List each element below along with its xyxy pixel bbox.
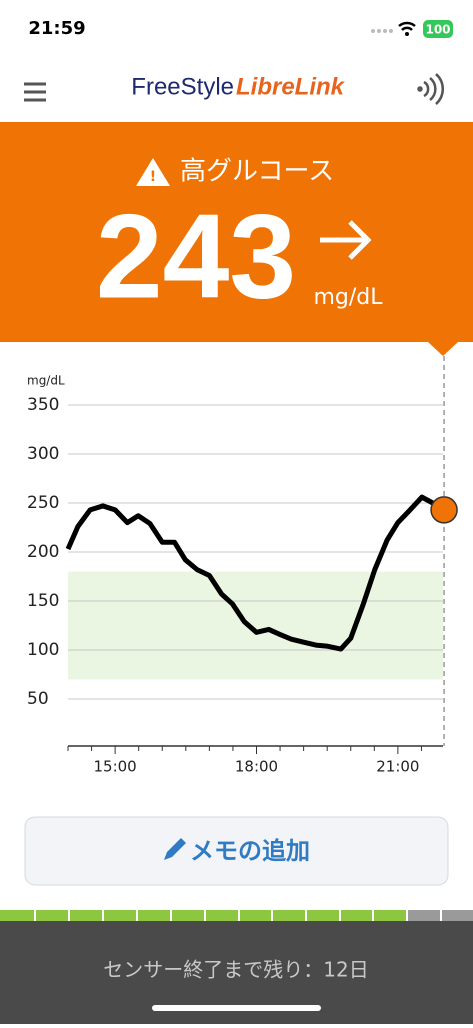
pencil-icon [164,838,186,860]
wifi-icon [398,21,416,31]
y-tick-label: 50 [27,689,49,709]
glucose-value: 243 [96,190,296,324]
y-tick-label: 200 [27,542,59,562]
signal-dots [371,29,393,33]
battery-level: 100 [425,23,450,37]
sensor-remaining: センサー終了まで残り：12日 [103,958,368,982]
warning-icon [136,158,170,186]
sensor-progress [0,910,473,921]
alert-band [0,122,473,342]
trend-arrow [320,220,372,260]
add-note-label[interactable]: メモの追加 [190,837,310,865]
alert-pointer [428,342,458,356]
logo-freestyle: FreeStyle [131,73,234,100]
add-note-button[interactable] [24,816,449,886]
y-tick-label: 150 [27,591,59,611]
alert-title: 高グルコース [180,157,334,187]
x-tick-label: 21:00 [376,758,419,776]
x-tick-label: 15:00 [94,758,137,776]
glucose-line [65,494,446,652]
y-tick-label: 350 [27,395,59,415]
y-unit-label: mg/dL [27,374,65,388]
glucose-chart: 50 100 150 200 250 300 350 15:00 18:00 21:00 [27,356,458,776]
home-indicator [152,1005,321,1011]
y-tick-label: 100 [27,640,59,660]
logo-librelink: LibreLink [236,73,346,100]
current-reading [430,496,458,524]
menu-button[interactable] [24,82,46,102]
status-time: 21:59 [28,18,85,39]
nfc-button[interactable] [417,73,445,105]
y-tick-label: 300 [27,444,59,464]
wifi-dot [405,32,409,36]
target-range [68,571,443,680]
glucose-unit: mg/dL [313,285,383,310]
y-tick-label: 250 [27,493,59,513]
battery [423,20,453,38]
x-tick-label: 18:00 [235,758,278,776]
warning-mark: ! [150,169,156,185]
